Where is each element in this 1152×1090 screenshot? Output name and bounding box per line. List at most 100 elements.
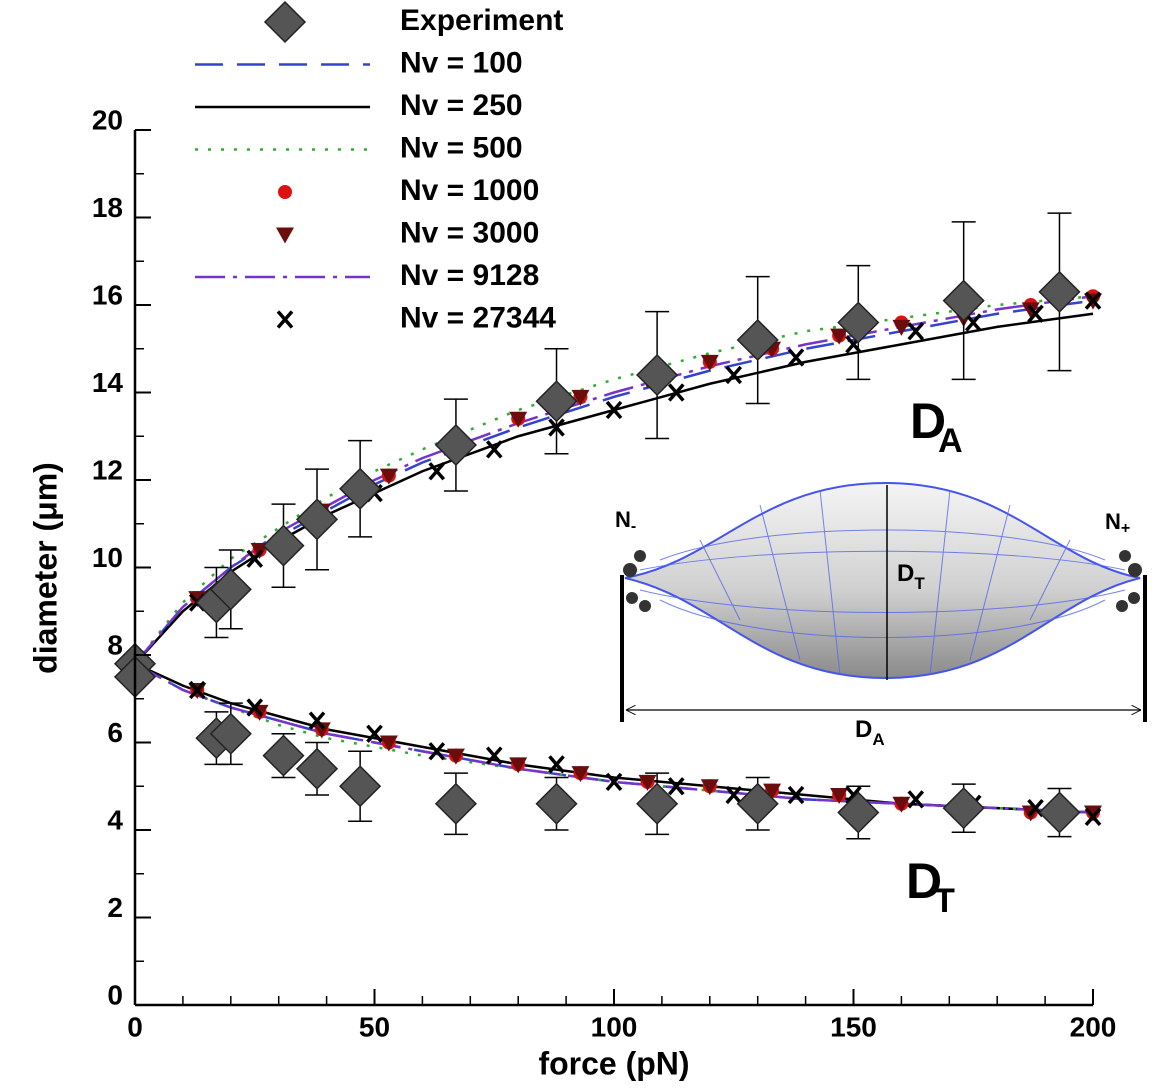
x-marker: [188, 680, 206, 700]
x-marker: [964, 313, 982, 332]
x-marker: [246, 549, 264, 568]
legend-label: Nv = 100: [400, 46, 523, 79]
triangle-marker: [700, 779, 719, 796]
legend-label: Nv = 27344: [400, 301, 556, 334]
y-tick-label: 18: [92, 192, 123, 223]
x-marker: [485, 440, 503, 459]
inset-diagram: N- N+ DT DA: [615, 481, 1147, 749]
y-tick-label: 10: [92, 542, 123, 573]
x-tick-label: 200: [1070, 1011, 1117, 1042]
x-axis-label: force (pN): [538, 1045, 689, 1081]
diamond-marker: [736, 782, 779, 825]
series-line: [134, 662, 1094, 814]
diamond-marker: [837, 301, 880, 344]
y-tick-label: 8: [107, 629, 123, 660]
diamond-marker: [209, 568, 252, 611]
diamond-marker: [1038, 270, 1081, 313]
diamond-marker: [295, 498, 339, 541]
diamond-marker: [263, 0, 307, 44]
x-marker: [428, 462, 446, 481]
triangle-marker: [312, 722, 331, 739]
y-tick-label: 14: [92, 367, 124, 398]
triangle-marker: [830, 328, 849, 345]
triangle-marker: [700, 354, 719, 371]
width-label: DA: [855, 716, 885, 749]
legend-label: Nv = 3000: [400, 216, 539, 249]
triangle-marker: [509, 757, 528, 774]
x-marker: [907, 322, 925, 341]
y-tick-label: 16: [92, 279, 123, 310]
end-beads: [623, 550, 1142, 612]
diamond-marker: [434, 782, 477, 825]
spindle-shape: [624, 481, 1141, 680]
x-marker: [308, 711, 326, 730]
diamond-marker: [837, 791, 880, 834]
y-tick-label: 20: [92, 104, 123, 135]
diamond-marker: [339, 765, 382, 808]
x-marker: [548, 755, 565, 774]
diamond-marker: [295, 747, 339, 790]
triangle-marker: [830, 788, 849, 804]
triangle-marker: [571, 766, 590, 783]
x-tick-label: 0: [127, 1011, 143, 1042]
x-marker: [787, 348, 805, 367]
triangle-marker: [571, 389, 590, 406]
x-marker: [1084, 291, 1102, 310]
right-label: N+: [1105, 509, 1130, 537]
x-marker: [485, 746, 503, 765]
series-line: [134, 662, 1094, 814]
x-marker: [787, 785, 805, 805]
series-line: [134, 299, 1094, 665]
x-marker: [907, 790, 925, 809]
legend-label: Nv = 250: [400, 89, 523, 122]
diamond-marker: [535, 380, 578, 423]
height-label: DT: [897, 560, 925, 593]
diamond-marker: [942, 279, 985, 322]
legend-label: Nv = 500: [400, 131, 523, 164]
triangle-marker: [379, 735, 398, 752]
triangle-marker: [379, 468, 398, 485]
y-tick-label: 0: [107, 979, 123, 1010]
y-tick-label: 4: [107, 804, 123, 835]
triangle-marker: [276, 227, 294, 244]
legend: Experiment Nv = 100 Nv = 250 Nv = 500 Nv = 1…: [195, 0, 563, 334]
diamond-marker: [636, 353, 679, 397]
y-tick-label: 2: [107, 892, 123, 923]
legend-label: Experiment: [400, 4, 563, 37]
series-line: [134, 662, 1094, 814]
x-marker: [1027, 304, 1044, 323]
legend-label: Nv = 9128: [400, 259, 539, 292]
x-tick-label: 100: [591, 1011, 638, 1042]
diamond-marker: [535, 782, 578, 825]
x-marker: [725, 785, 743, 805]
diamond-marker: [262, 524, 305, 567]
x-marker: [667, 777, 685, 796]
diamond-marker: [942, 787, 985, 830]
series-line: [134, 312, 1094, 665]
x-marker: [605, 772, 623, 792]
y-tick-label: 12: [92, 454, 123, 485]
y-tick-label: 6: [107, 717, 123, 748]
diamond-marker: [339, 467, 382, 510]
legend-label: Nv = 1000: [400, 174, 539, 207]
x-marker: [246, 698, 264, 717]
diamond-marker: [736, 318, 779, 362]
triangle-marker: [763, 783, 782, 800]
x-tick-label: 150: [830, 1011, 877, 1042]
plot-area: [113, 212, 1102, 840]
series-line: [134, 295, 1094, 665]
triangle-marker: [446, 748, 465, 765]
triangle-marker: [638, 774, 657, 791]
x-marker: [725, 365, 743, 385]
diamond-marker: [262, 734, 305, 777]
diamond-marker: [1038, 791, 1081, 834]
x-marker: [605, 400, 623, 420]
annotation: DA: [910, 393, 963, 460]
x-marker: [366, 724, 383, 743]
y-axis-label: diameter (μm): [27, 462, 63, 674]
series-line: [134, 662, 1094, 814]
diamond-marker: [209, 712, 252, 755]
x-marker: [667, 383, 685, 402]
x-marker: [1084, 807, 1102, 827]
